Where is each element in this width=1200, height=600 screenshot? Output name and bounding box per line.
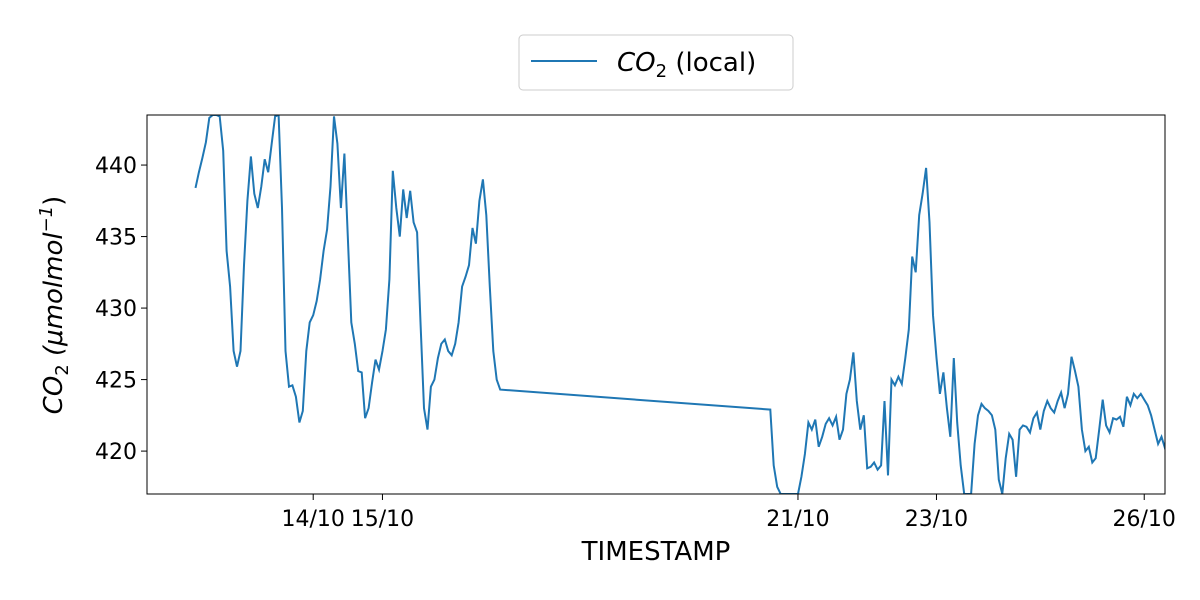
legend-label-co: CO [617,48,656,78]
x-axis-title: TIMESTAMP [581,537,731,567]
y-tick-label: 440 [95,154,137,179]
x-tick-label: 14/10 [282,507,345,532]
legend-label-suffix: (local) [667,48,756,78]
y-axis-title-sub: 2 [52,364,73,375]
plot-area [146,114,1166,495]
y-tick-label: 420 [95,440,137,465]
x-tick-label: 15/10 [351,507,414,532]
y-tick-label: 430 [95,297,137,322]
x-tick-label: 26/10 [1113,507,1176,532]
y-axis-title-close: ) [39,196,69,206]
y-axis-title-units: (μmolmol [39,232,69,356]
y-axis-title-co: CO [39,376,69,415]
series-line-co2-local [194,115,1165,494]
y-axis-title-exp: −1 [36,206,57,233]
legend-label-co2-local: CO2 (local) [617,48,756,82]
y-tick-label: 425 [95,369,137,394]
y-tick-label: 435 [95,226,137,251]
plot-frame [146,114,1166,495]
legend-label-sub: 2 [656,61,667,82]
legend-box [518,34,794,91]
legend: CO2 (local) [518,34,794,91]
x-tick-label: 23/10 [905,507,968,532]
y-axis: 420 425 430 435 440 [95,154,147,465]
x-tick-label: 21/10 [766,507,829,532]
y-axis-title: CO2 (μmolmol−1) [36,196,73,415]
x-axis: 14/10 15/10 21/10 23/10 26/10 [282,494,1176,532]
